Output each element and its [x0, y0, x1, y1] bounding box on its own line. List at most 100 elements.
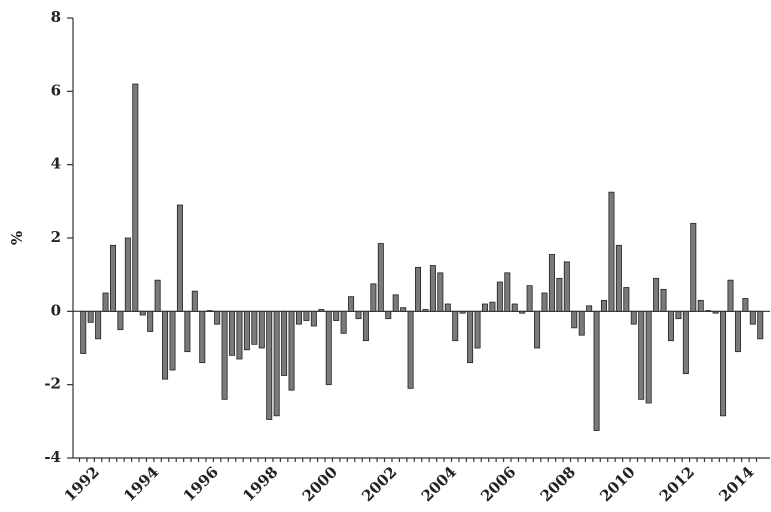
bar — [593, 310, 600, 431]
bar — [645, 310, 652, 404]
bar — [236, 310, 243, 360]
bar — [489, 301, 496, 312]
x-tick-label: 2012 — [656, 463, 698, 505]
bar — [601, 299, 608, 312]
bar — [340, 310, 347, 334]
bar — [690, 222, 697, 312]
bar — [176, 204, 183, 312]
bar — [749, 310, 756, 325]
bar — [548, 254, 555, 312]
bar — [184, 310, 191, 353]
bar — [400, 307, 407, 312]
bar — [281, 310, 288, 376]
x-tick-label: 1994 — [120, 463, 162, 505]
bar — [310, 310, 317, 327]
bar — [95, 310, 102, 340]
x-tick-label: 2008 — [537, 463, 579, 505]
y-tick-label: -2 — [44, 375, 61, 393]
y-tick-label: 4 — [51, 155, 61, 173]
bar — [303, 310, 310, 321]
bar — [407, 310, 414, 389]
bar — [459, 310, 466, 314]
bar — [653, 277, 660, 312]
bar — [444, 303, 451, 312]
bar — [266, 310, 273, 420]
bar — [154, 279, 161, 312]
bar — [720, 310, 727, 417]
y-axis-label: % — [8, 231, 26, 245]
bar — [586, 305, 593, 312]
bar — [214, 310, 221, 325]
bar — [734, 310, 741, 353]
bar — [571, 310, 578, 329]
y-tick-label: 6 — [51, 81, 61, 99]
bar — [147, 310, 154, 332]
bar — [623, 287, 630, 312]
bar — [757, 310, 764, 340]
bar — [109, 244, 116, 312]
bar — [504, 272, 511, 312]
bar — [362, 310, 369, 342]
x-tick-label: 2006 — [477, 463, 519, 505]
x-tick-label: 1998 — [239, 463, 281, 505]
bar — [578, 310, 585, 336]
bar — [243, 310, 250, 351]
bar — [117, 310, 124, 331]
bar — [102, 292, 109, 312]
bar — [437, 272, 444, 312]
bar — [556, 277, 563, 312]
y-tick-label: -4 — [44, 448, 61, 466]
bar — [638, 310, 645, 400]
bar — [355, 310, 362, 320]
x-tick-label: 2004 — [418, 463, 460, 505]
x-tick-label: 2010 — [596, 463, 638, 505]
bar — [727, 279, 734, 312]
y-tick-label: 0 — [51, 301, 61, 319]
bar — [563, 261, 570, 312]
bar — [742, 298, 749, 312]
bar — [318, 309, 325, 312]
bar — [333, 310, 340, 321]
bar — [392, 294, 399, 312]
bar — [682, 310, 689, 375]
bar — [496, 281, 503, 312]
bar — [429, 265, 436, 312]
x-tick-label: 2002 — [358, 463, 400, 505]
bar — [169, 310, 176, 371]
bar — [660, 288, 667, 312]
bar — [697, 299, 704, 312]
bar — [162, 310, 169, 380]
bar — [615, 244, 622, 312]
bar — [221, 310, 228, 400]
bar — [325, 310, 332, 386]
bar — [377, 243, 384, 312]
bar — [348, 296, 355, 312]
x-tick-label: 2000 — [299, 463, 341, 505]
y-tick-label: 2 — [51, 228, 61, 246]
bar — [422, 309, 429, 312]
bar — [526, 285, 533, 312]
bar — [415, 266, 422, 312]
bar — [80, 310, 87, 354]
bar — [199, 310, 206, 364]
bar — [608, 191, 615, 312]
bar — [132, 83, 139, 312]
bar — [385, 310, 392, 320]
bar — [295, 310, 302, 325]
bar — [705, 310, 712, 312]
bar — [519, 310, 526, 314]
bar — [675, 310, 682, 320]
bar — [534, 310, 541, 349]
bar — [288, 310, 295, 391]
x-tick-label: 1996 — [180, 463, 222, 505]
x-tick-label: 1992 — [61, 463, 103, 505]
bar — [630, 310, 637, 325]
y-tick-label: 8 — [51, 8, 61, 26]
bar — [124, 237, 131, 312]
bar — [139, 310, 146, 316]
bar — [206, 310, 213, 312]
bar — [229, 310, 236, 356]
bar — [258, 310, 265, 349]
